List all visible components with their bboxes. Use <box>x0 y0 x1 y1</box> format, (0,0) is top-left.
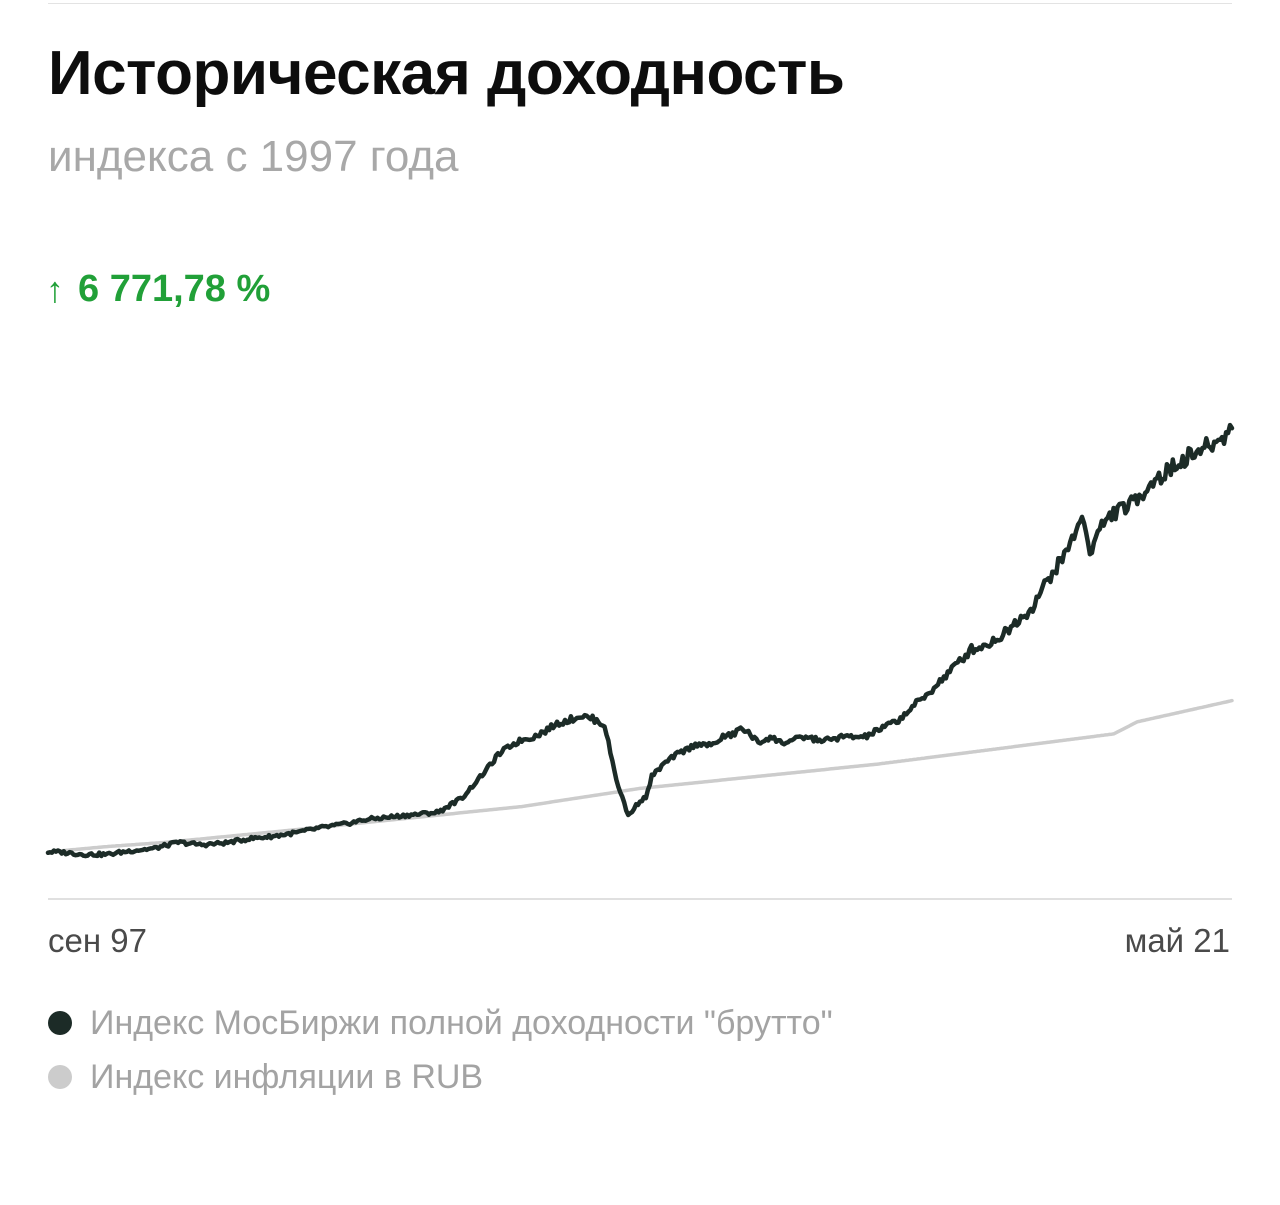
legend-dot-moex <box>48 1011 72 1035</box>
legend-dot-inflation <box>48 1065 72 1089</box>
x-tick-label-start: сен 97 <box>48 922 147 959</box>
x-tick-label-end: май 21 <box>1124 922 1230 959</box>
top-divider <box>48 3 1232 4</box>
arrow-up-icon: ↑ <box>46 268 64 310</box>
legend-label-moex: Индекс МосБиржи полной доходности "брутт… <box>90 1003 833 1042</box>
total-return: ↑ 6 771,78 % <box>46 268 270 311</box>
total-return-value: 6 771,78 % <box>78 268 271 310</box>
page-subtitle: индекса с 1997 года <box>48 132 459 181</box>
legend-item-moex[interactable]: Индекс МосБиржи полной доходности "брутт… <box>48 996 833 1050</box>
series-line-moex <box>45 422 1235 859</box>
legend: Индекс МосБиржи полной доходности "брутт… <box>48 996 833 1104</box>
series-line-inflation <box>46 698 1234 854</box>
legend-label-inflation: Индекс инфляции в RUB <box>90 1057 484 1096</box>
series-layer <box>45 422 1235 859</box>
legend-item-inflation[interactable]: Индекс инфляции в RUB <box>48 1050 833 1104</box>
page-title: Историческая доходность <box>48 39 845 108</box>
